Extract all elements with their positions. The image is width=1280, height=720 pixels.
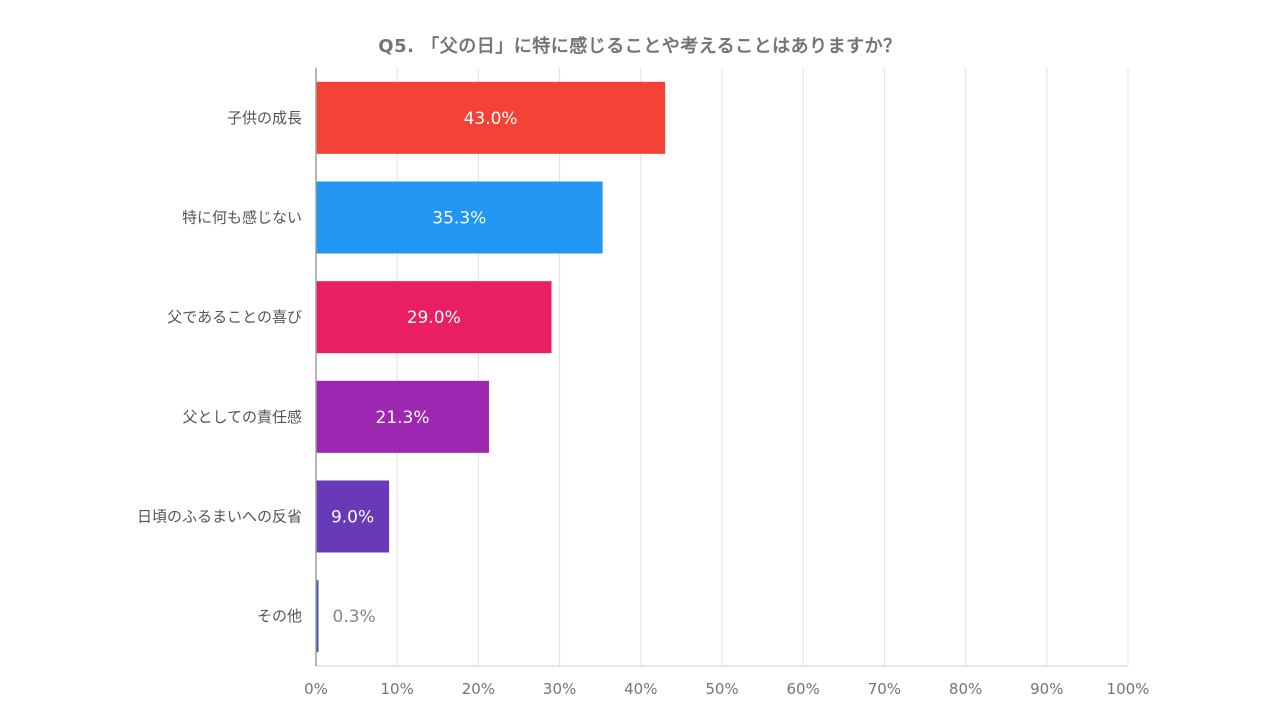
x-tick-label-30: 30% bbox=[543, 680, 576, 698]
category-label-2: 特に何も感じない bbox=[182, 209, 302, 227]
x-tick-label-40: 40% bbox=[624, 680, 657, 698]
x-tick-label-20: 20% bbox=[462, 680, 495, 698]
category-label-3: 父であることの喜び bbox=[167, 308, 302, 326]
x-tick-label-0: 0% bbox=[304, 680, 328, 698]
category-label-1: 子供の成長 bbox=[227, 109, 302, 127]
bar-2 bbox=[316, 181, 603, 254]
bar-6 bbox=[316, 580, 319, 653]
x-tick-label-100: 100% bbox=[1107, 680, 1150, 698]
bar-1 bbox=[316, 81, 666, 154]
axes bbox=[315, 68, 1128, 667]
data-label-2: 35.3% bbox=[432, 209, 486, 229]
x-tick-label-10: 10% bbox=[381, 680, 414, 698]
labels: 0% 10% 20% 30% 40% 50% 60% 70% 80% 90% 100% 子供の成長 43… bbox=[137, 109, 1149, 698]
category-label-4: 父としての責任感 bbox=[182, 408, 302, 426]
data-label-3: 29.0% bbox=[407, 308, 461, 328]
bar-4 bbox=[316, 380, 489, 453]
x-tick-label-60: 60% bbox=[787, 680, 820, 698]
x-tick-label-90: 90% bbox=[1030, 680, 1063, 698]
category-label-6: その他 bbox=[257, 607, 302, 625]
bar-3 bbox=[316, 281, 552, 354]
x-tick-label-50: 50% bbox=[705, 680, 738, 698]
x-tick-label-70: 70% bbox=[868, 680, 901, 698]
grid-lines bbox=[396, 68, 1129, 666]
data-label-5: 9.0% bbox=[331, 508, 374, 528]
x-tick-label-80: 80% bbox=[949, 680, 982, 698]
bar-5 bbox=[316, 480, 390, 553]
category-label-5: 日頃のふるまいへの反省 bbox=[137, 508, 302, 526]
chart-title: Q5. 「父の日」に特に感じることや考えることはありますか？ bbox=[378, 36, 902, 57]
data-label-6: 0.3% bbox=[333, 607, 376, 627]
data-label-4: 21.3% bbox=[375, 408, 429, 428]
bars bbox=[316, 81, 666, 653]
data-label-1: 43.0% bbox=[464, 109, 518, 129]
